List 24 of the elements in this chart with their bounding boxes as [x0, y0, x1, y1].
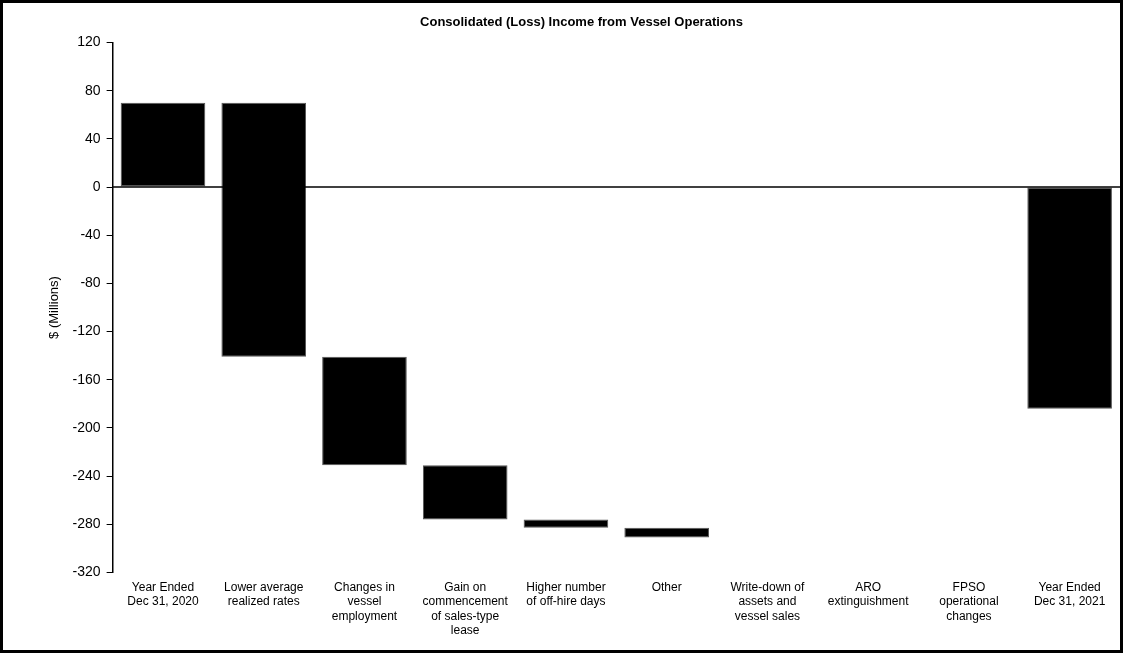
- y-tick-label: -80: [80, 274, 101, 291]
- x-tick-label: Write-down of assets and vessel sales: [730, 579, 805, 623]
- y-tick-label: -160: [72, 370, 101, 387]
- x-tick-label: Changes in vessel employment: [331, 579, 398, 623]
- x-tick-label: FPSO operational changes: [939, 579, 999, 623]
- y-axis-title: $ (Millions): [46, 276, 62, 339]
- y-tick-label: -320: [72, 563, 101, 580]
- chart-title: Consolidated (Loss) Income from Vessel Operations: [420, 14, 743, 30]
- y-tick-label: 80: [85, 81, 101, 98]
- x-tick-label: Other: [651, 579, 682, 594]
- x-tick-label: Lower average realized rates: [224, 579, 304, 609]
- y-tick-label: 40: [85, 129, 101, 146]
- y-tick-label: 120: [77, 33, 101, 50]
- y-tick-label: -200: [72, 418, 101, 435]
- x-tick-label: ARO extinguishment: [827, 579, 910, 609]
- y-tick-label: -280: [72, 515, 101, 532]
- x-tick-label: Higher number of off-hire days: [526, 579, 606, 609]
- y-tick-label: -120: [72, 322, 101, 339]
- x-tick-label: Year Ended Dec 31, 2021: [1033, 579, 1106, 609]
- y-tick-label: -40: [80, 226, 101, 243]
- y-tick-label: 0: [92, 177, 101, 194]
- x-tick-label: Gain on commencement of sales-type lease: [422, 579, 509, 638]
- y-tick-label: -240: [72, 466, 101, 483]
- x-tick-label: Year Ended Dec 31, 2020: [127, 579, 200, 609]
